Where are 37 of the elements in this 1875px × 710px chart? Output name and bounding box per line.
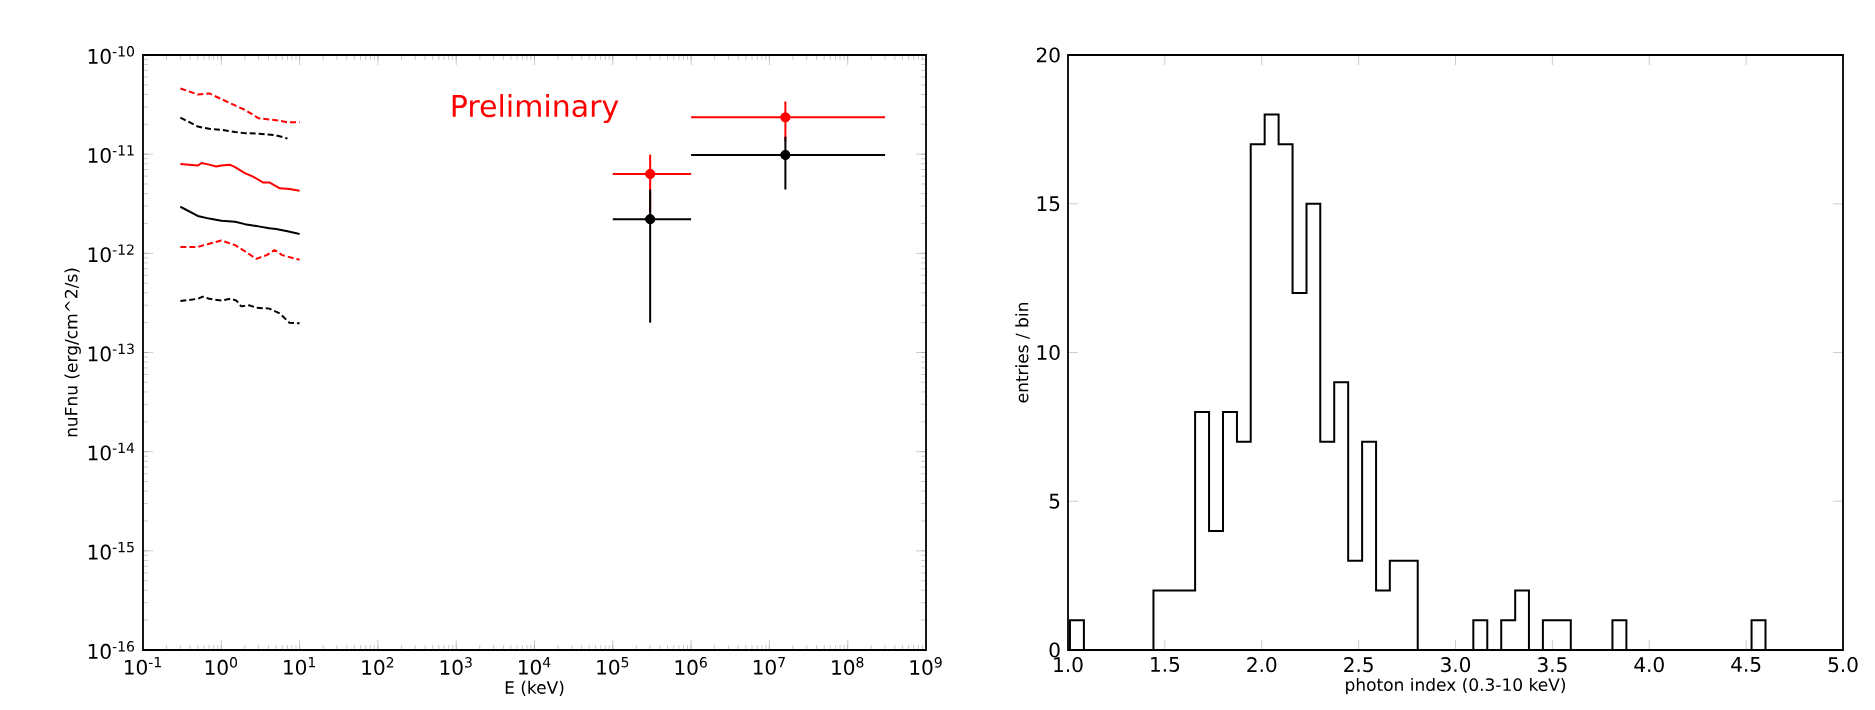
x-tick-label: 10$^{7}$ <box>753 657 785 675</box>
x-tick-label: 10$^{2}$ <box>362 657 394 675</box>
y-axis-title: entries / bin <box>1015 303 1030 403</box>
x-tick-label: 10$^{3}$ <box>440 657 472 675</box>
x-tick-label: 10$^{9}$ <box>910 657 942 675</box>
y-axis-title: nuFnu (erg/cm^2/s) <box>64 268 81 437</box>
x-tick-label: 3.0 <box>1441 657 1471 673</box>
y-tick-label: 0 <box>1049 642 1060 658</box>
y-tick-label: 10$^{-12}$ <box>88 244 134 263</box>
x-tick-label: 10$^{1}$ <box>284 657 315 675</box>
x-tick-label: 4.5 <box>1731 657 1761 672</box>
x-tick-label: 1.0 <box>1054 657 1083 673</box>
x-tick-label: 10$^{5}$ <box>597 657 629 675</box>
x-tick-label: 10$^{8}$ <box>832 657 864 675</box>
x-tick-label: 10$^{0}$ <box>205 657 238 675</box>
y-tick-label: 15 <box>1037 196 1060 212</box>
x-tick-label: 10$^{-1}$ <box>125 657 161 675</box>
x-tick-label: 10$^{6}$ <box>675 657 707 675</box>
y-tick-label: 10$^{-14}$ <box>88 442 135 461</box>
y-tick-label: 10$^{-15}$ <box>88 541 134 560</box>
y-tick-label: 10 <box>1037 344 1060 361</box>
y-tick-label: 10$^{-16}$ <box>88 641 135 659</box>
x-tick-label: 1.5 <box>1151 657 1180 672</box>
annotation: Preliminary <box>452 94 619 124</box>
x-tick-label: 5.0 <box>1828 657 1858 673</box>
x-tick-label: 4.0 <box>1634 657 1664 673</box>
x-tick-label: 10$^{4}$ <box>519 657 551 675</box>
y-tick-label: 10$^{-11}$ <box>88 145 134 164</box>
y-tick-label: 10$^{-13}$ <box>88 343 134 362</box>
x-axis-title: E (keV) <box>505 680 564 696</box>
x-tick-label: 3.5 <box>1538 657 1567 673</box>
x-axis-title: photon index (0.3-10 keV) <box>1346 677 1566 695</box>
x-tick-label: 2.0 <box>1247 657 1277 673</box>
y-tick-label: 10$^{-10}$ <box>88 46 134 64</box>
y-tick-label: 20 <box>1036 47 1060 63</box>
x-tick-label: 2.5 <box>1344 657 1373 673</box>
y-tick-label: 5 <box>1049 493 1060 509</box>
